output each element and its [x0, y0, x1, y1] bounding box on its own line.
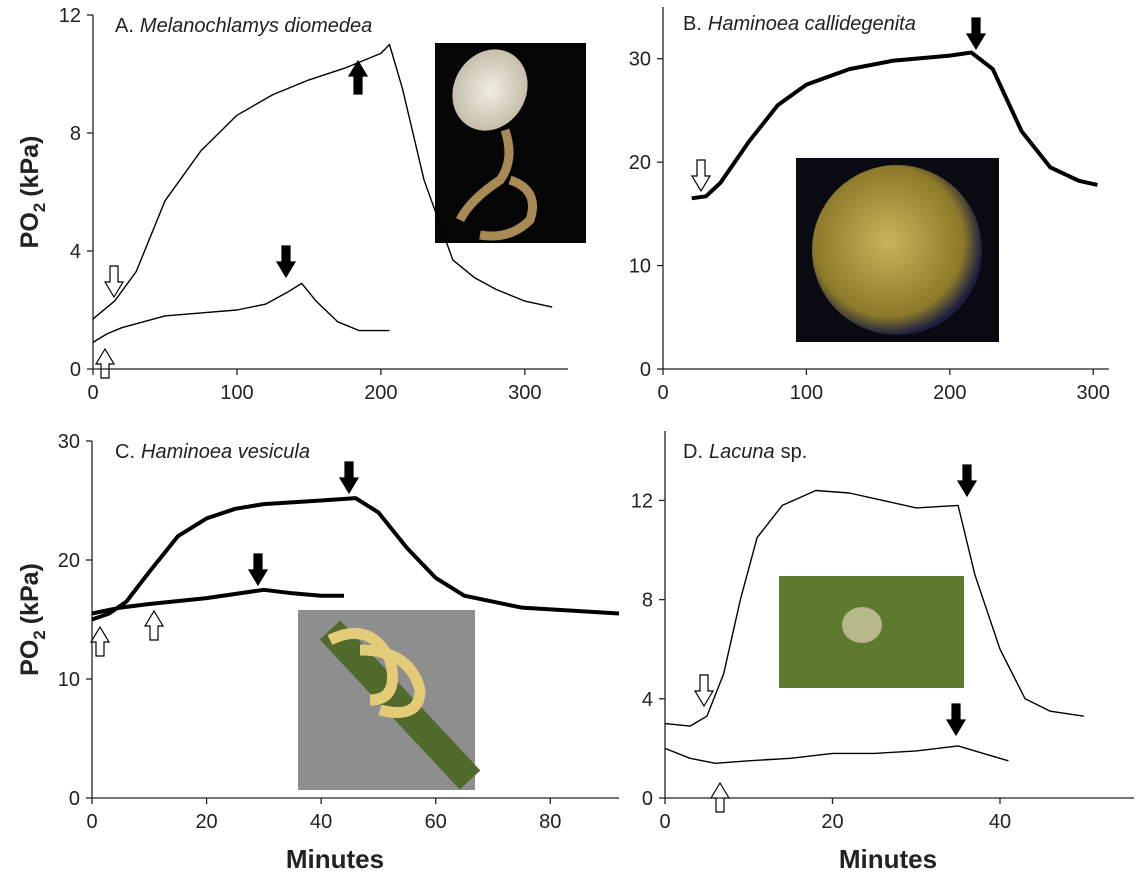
- y-tick-label: 12: [59, 5, 81, 27]
- panel-title: B. Haminoea callidegenita: [683, 13, 916, 35]
- x-tick-label: 40: [989, 811, 1011, 833]
- y-tick-label: 4: [70, 241, 81, 263]
- x-tick-label: 300: [1077, 382, 1110, 404]
- y-tick-label: 4: [642, 689, 653, 711]
- panel-title: D. Lacuna sp.: [683, 441, 807, 463]
- title-part: sp.: [781, 441, 808, 463]
- y-tick-label: 30: [629, 49, 651, 71]
- title-part: C.: [115, 441, 135, 463]
- x-tick-label: 300: [508, 382, 541, 404]
- photo-b: [796, 158, 999, 342]
- x-tick-label: 200: [364, 382, 397, 404]
- y-axis-label: PO2 (kPa): [16, 136, 49, 249]
- title-part: Haminoea vesicula: [141, 441, 310, 463]
- x-axis-label: Minutes: [839, 844, 937, 874]
- x-tick-label: 100: [790, 382, 823, 404]
- title-part: B.: [683, 13, 702, 35]
- photo-a: [435, 36, 586, 243]
- y-label-main: PO: [16, 640, 44, 676]
- y-tick-label: 0: [642, 788, 653, 810]
- y-tick-label: 10: [629, 256, 651, 278]
- data-line: [665, 746, 1008, 763]
- y-label-sub: 2: [30, 630, 49, 639]
- x-axis-label: Minutes: [286, 844, 384, 874]
- x-tick-label: 80: [539, 811, 561, 833]
- y-tick-label: 20: [58, 550, 80, 572]
- y-tick-label: 30: [58, 431, 80, 453]
- title-part: D.: [683, 441, 703, 463]
- y-tick-label: 0: [70, 359, 81, 381]
- x-tick-label: 0: [659, 811, 670, 833]
- title-part: Haminoea callidegenita: [708, 13, 916, 35]
- figure: 048120100200300A.Melanochlamys diomedeaP…: [0, 0, 1138, 874]
- y-tick-label: 12: [631, 490, 653, 512]
- data-line: [93, 283, 390, 342]
- x-tick-label: 100: [220, 382, 253, 404]
- title-part: Lacuna: [709, 441, 775, 463]
- title-part: Melanochlamys diomedea: [140, 15, 372, 37]
- title-part: A.: [115, 15, 134, 37]
- photo-d: [779, 576, 964, 688]
- y-label-sub: 2: [30, 203, 49, 212]
- x-tick-label: 0: [87, 382, 98, 404]
- y-tick-label: 20: [629, 152, 651, 174]
- x-tick-label: 60: [425, 811, 447, 833]
- x-tick-label: 0: [657, 382, 668, 404]
- y-label-unit: (kPa): [16, 136, 44, 197]
- data-line: [92, 590, 344, 614]
- panel-title: C. Haminoea vesicula: [115, 441, 310, 463]
- y-tick-label: 10: [58, 669, 80, 691]
- x-tick-label: 40: [310, 811, 332, 833]
- photo-c: [298, 610, 475, 790]
- x-tick-label: 200: [933, 382, 966, 404]
- x-tick-label: 20: [821, 811, 843, 833]
- panel-title: A. Melanochlamys diomedea: [115, 15, 372, 37]
- y-tick-label: 0: [69, 788, 80, 810]
- y-label-main: PO: [16, 212, 44, 248]
- y-label-unit: (kPa): [16, 563, 44, 624]
- x-tick-label: 20: [195, 811, 217, 833]
- y-tick-label: 0: [640, 359, 651, 381]
- y-tick-label: 8: [70, 123, 81, 145]
- y-axis-label: PO2 (kPa): [16, 563, 49, 676]
- x-tick-label: 0: [86, 811, 97, 833]
- y-tick-label: 8: [642, 590, 653, 612]
